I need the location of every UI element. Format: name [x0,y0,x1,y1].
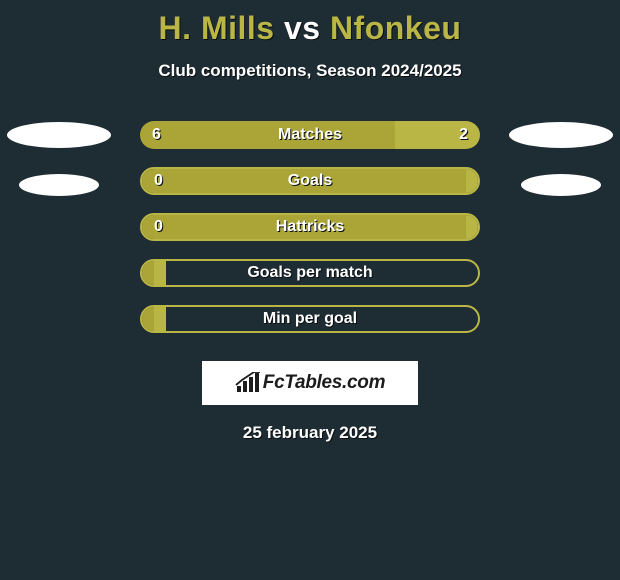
stat-bar-left-segment [142,261,154,285]
left-decoration-column [4,122,114,222]
stat-bar-left-segment [142,307,154,331]
stat-bar-right-segment [466,215,478,239]
stat-bar-left-segment: 0 [142,215,466,239]
decoration-ellipse [521,174,601,196]
stat-left-value: 0 [154,218,163,236]
player2-name: Nfonkeu [330,10,462,46]
decoration-ellipse [509,122,613,148]
logo-chart-icon [235,372,261,394]
stat-bar: 0Hattricks [140,213,480,241]
stat-left-value: 6 [152,126,161,144]
subtitle: Club competitions, Season 2024/2025 [0,61,620,81]
logo-text: FcTables.com [263,372,385,394]
stat-label: Min per goal [263,310,357,328]
infographic-root: H. Mills vs Nfonkeu Club competitions, S… [0,0,620,580]
right-decoration-column [506,122,616,222]
stat-bar: 0Goals [140,167,480,195]
stat-bar-right-segment [154,261,166,285]
stat-bar: Goals per match [140,259,480,287]
player1-name: H. Mills [159,10,275,46]
stat-left-value: 0 [154,172,163,190]
decoration-ellipse [7,122,111,148]
vs-separator: vs [275,10,330,46]
stat-bar: 62Matches [140,121,480,149]
logo-box: FcTables.com [202,361,418,405]
stat-label: Goals per match [247,264,372,282]
stat-bar-left-segment: 6 [140,121,395,149]
page-title: H. Mills vs Nfonkeu [0,0,620,47]
stat-bar: Min per goal [140,305,480,333]
stat-bar-right-segment [466,169,478,193]
stat-bar-left-segment: 0 [142,169,466,193]
stat-right-value: 2 [459,126,468,144]
stat-bar-right-segment: 2 [395,121,480,149]
bar-column: 62Matches0Goals0HattricksGoals per match… [140,121,480,333]
stat-bar-right-segment [154,307,166,331]
decoration-ellipse [19,174,99,196]
date-label: 25 february 2025 [0,423,620,443]
